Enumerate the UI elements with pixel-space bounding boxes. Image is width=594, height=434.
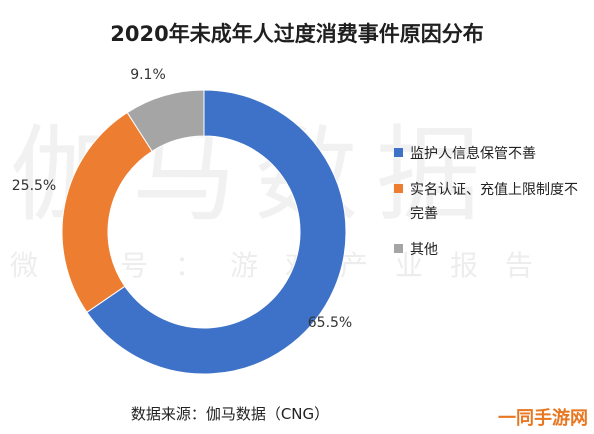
chart-legend: 监护人信息保管不善 实名认证、充值上限制度不完善 其他: [394, 142, 584, 274]
data-label-guardian: 65.5%: [308, 315, 352, 331]
donut-slice-realname: [61, 111, 153, 313]
legend-swatch-guardian: [394, 148, 403, 157]
legend-item-realname: 实名认证、充值上限制度不完善: [394, 178, 584, 226]
donut-data-labels: 65.5% 25.5% 9.1%: [12, 67, 352, 331]
donut-slice-guardian: [86, 89, 347, 375]
chart-title: 2020年未成年人过度消费事件原因分布: [110, 22, 484, 46]
data-label-realname: 25.5%: [12, 178, 56, 194]
site-brand-logo: 一同手游网: [498, 408, 588, 429]
donut-slices: [61, 89, 347, 375]
legend-swatch-realname: [394, 184, 403, 193]
legend-item-other: 其他: [394, 238, 584, 262]
legend-label-guardian: 监护人信息保管不善: [410, 146, 536, 162]
donut-slice-other: [126, 89, 205, 152]
legend-label-other: 其他: [410, 242, 438, 258]
data-source-note: 数据来源：伽马数据（CNG）: [130, 405, 330, 423]
legend-swatch-other: [394, 244, 403, 253]
legend-item-guardian: 监护人信息保管不善: [394, 142, 584, 166]
data-label-other: 9.1%: [130, 67, 166, 83]
legend-label-realname: 实名认证、充值上限制度不完善: [410, 182, 578, 222]
